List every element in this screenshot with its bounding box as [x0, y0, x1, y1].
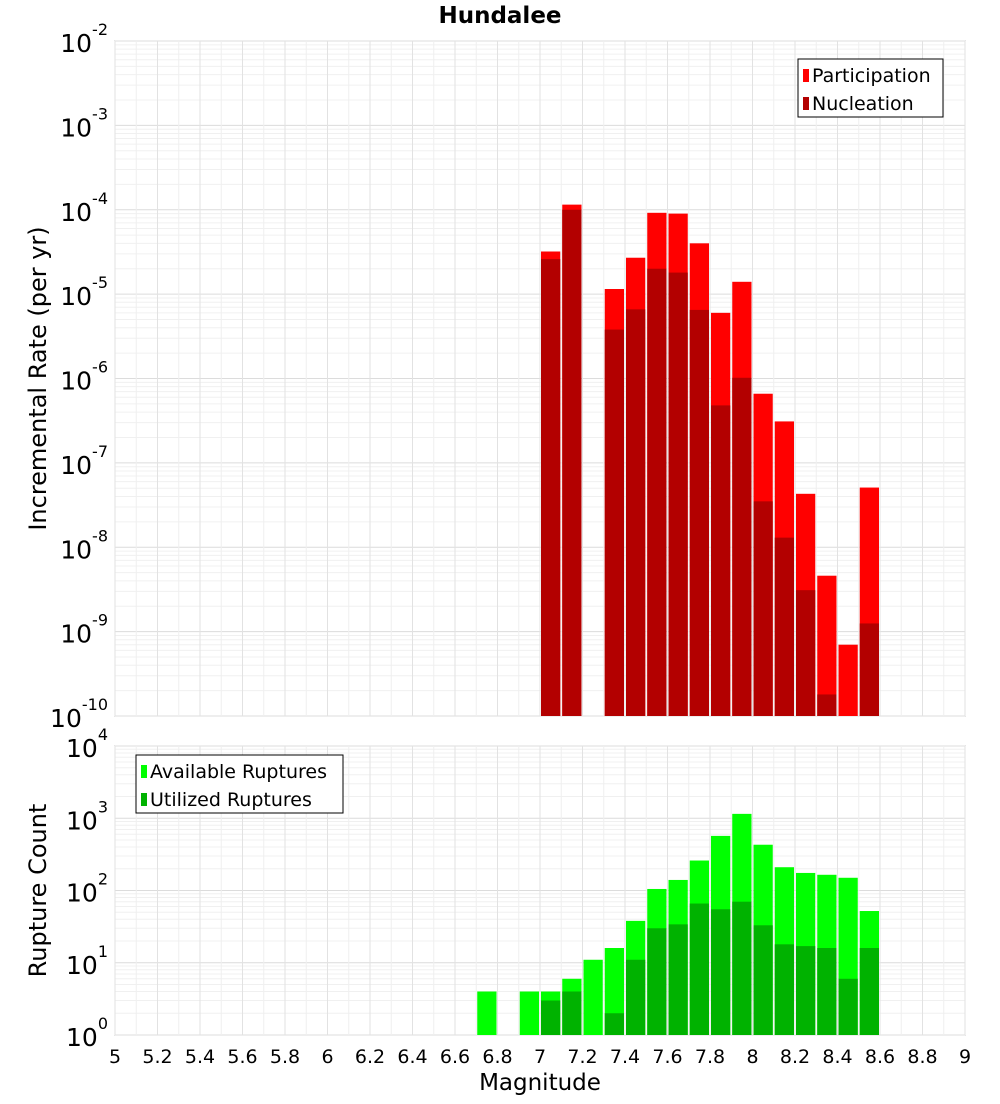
legend-label-available-ruptures: Available Ruptures: [150, 761, 327, 783]
bar-nucleation: [753, 501, 773, 716]
y-axis-label-1: Rupture Count: [24, 804, 52, 978]
y-tick-label-0: 10-4: [60, 189, 108, 227]
x-tick-label: 9: [959, 1046, 971, 1068]
y-tick-label-0: 10-6: [60, 358, 108, 396]
bar-utilized-ruptures: [838, 978, 858, 1035]
y-tick-label-1: 103: [66, 797, 108, 835]
bar-nucleation: [562, 209, 582, 716]
bar-nucleation: [668, 272, 688, 716]
y-tick-label-0: 10-7: [60, 442, 108, 480]
bar-utilized-ruptures: [647, 928, 667, 1035]
bar-utilized-ruptures: [774, 944, 794, 1035]
y-tick-label-1: 104: [66, 725, 108, 763]
x-tick-label: 7.6: [652, 1046, 682, 1068]
x-tick-label: 5.4: [185, 1046, 215, 1068]
bar-nucleation: [604, 329, 624, 716]
legend-box-1: [135, 754, 344, 814]
y-tick-label-0: 10-3: [60, 104, 108, 142]
bar-utilized-ruptures: [562, 991, 582, 1035]
bar-available-ruptures: [519, 991, 539, 1035]
bar-available-ruptures: [583, 959, 603, 1035]
bar-utilized-ruptures: [859, 948, 879, 1035]
bar-nucleation: [541, 259, 561, 716]
y-tick-label-1: 101: [66, 942, 108, 980]
x-tick-label: 8.8: [907, 1046, 937, 1068]
bar-nucleation: [626, 309, 646, 716]
bar-utilized-ruptures: [689, 903, 709, 1035]
bar-utilized-ruptures: [604, 1013, 624, 1035]
bar-utilized-ruptures: [541, 1000, 561, 1035]
bar-utilized-ruptures: [817, 948, 837, 1035]
x-tick-label: 8.4: [822, 1046, 852, 1068]
y-axis-label-0: Incremental Rate (per yr): [24, 226, 52, 530]
bar-nucleation: [732, 377, 752, 716]
x-tick-label: 5: [109, 1046, 121, 1068]
x-tick-label: 5.6: [227, 1046, 257, 1068]
x-tick-label: 7: [534, 1046, 546, 1068]
bar-participation: [817, 575, 837, 716]
x-tick-label: 6.2: [355, 1046, 385, 1068]
x-tick-label: 8.2: [780, 1046, 810, 1068]
x-tick-label: 7.4: [610, 1046, 640, 1068]
y-tick-label-0: 10-8: [60, 526, 108, 564]
legend-swatch-available-ruptures: [141, 765, 147, 778]
bar-nucleation: [817, 694, 837, 716]
legend-swatch-utilized-ruptures: [141, 793, 147, 806]
x-tick-label: 8.6: [865, 1046, 895, 1068]
bar-available-ruptures: [477, 991, 497, 1035]
x-tick-label: 5.2: [142, 1046, 172, 1068]
chart-title: Hundalee: [438, 3, 561, 29]
x-tick-label: 7.8: [695, 1046, 725, 1068]
bar-nucleation: [689, 309, 709, 716]
bar-utilized-ruptures: [626, 959, 646, 1035]
legend-swatch-participation: [803, 69, 809, 82]
bar-nucleation: [711, 405, 731, 716]
x-tick-label: 7.2: [567, 1046, 597, 1068]
x-tick-label: 6.6: [440, 1046, 470, 1068]
x-tick-label: 6.4: [397, 1046, 427, 1068]
legend-label-utilized-ruptures: Utilized Ruptures: [150, 789, 312, 811]
y-tick-label-1: 102: [66, 870, 108, 908]
y-tick-label-1: 100: [66, 1014, 108, 1052]
x-tick-label: 6.8: [482, 1046, 512, 1068]
bar-nucleation: [774, 537, 794, 716]
legend-box-0: [797, 58, 944, 118]
x-tick-label: 8: [746, 1046, 758, 1068]
bar-nucleation: [647, 268, 667, 716]
legend-label-nucleation: Nucleation: [812, 93, 914, 115]
y-tick-label-0: 10-5: [60, 273, 108, 311]
bar-utilized-ruptures: [796, 946, 816, 1035]
x-axis-label: Magnitude: [479, 1070, 601, 1096]
bar-utilized-ruptures: [668, 924, 688, 1035]
y-tick-label-0: 10-9: [60, 611, 108, 649]
y-tick-label-0: 10-10: [50, 695, 108, 733]
bar-nucleation: [859, 623, 879, 716]
bar-utilized-ruptures: [753, 925, 773, 1035]
x-tick-label: 5.8: [270, 1046, 300, 1068]
bar-nucleation: [796, 590, 816, 716]
legend-label-participation: Participation: [812, 65, 931, 87]
y-tick-label-0: 10-2: [60, 20, 108, 58]
bar-participation: [838, 644, 858, 716]
legend-swatch-nucleation: [803, 97, 809, 110]
bar-utilized-ruptures: [732, 901, 752, 1035]
x-tick-label: 6: [321, 1046, 333, 1068]
bar-utilized-ruptures: [711, 909, 731, 1035]
